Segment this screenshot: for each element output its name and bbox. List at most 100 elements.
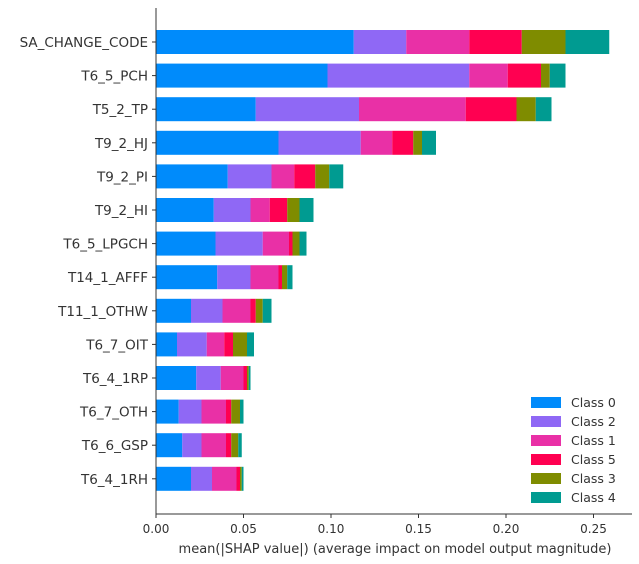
- feature-label: T6_7_OIT: [85, 337, 149, 353]
- legend: Class 0 Class 2 Class 1 Class 5 Class 3 Class…: [531, 395, 616, 505]
- legend-label: Class 3: [571, 471, 616, 486]
- bar-segment-class-5: [226, 433, 232, 458]
- feature-label: T11_1_OTHW: [57, 304, 148, 320]
- bar-segment-class-0: [156, 130, 279, 155]
- legend-label: Class 2: [571, 414, 616, 429]
- feature-label: T6_4_1RH: [80, 472, 148, 488]
- bar-segment-class-1: [359, 97, 466, 122]
- bar-segment-class-2: [217, 265, 251, 290]
- bar-segment-class-3: [516, 97, 536, 122]
- bar-segment-class-3: [541, 63, 550, 88]
- bar-segment-class-1: [262, 231, 289, 256]
- legend-label: Class 1: [571, 433, 616, 448]
- bar-segment-class-0: [156, 97, 256, 122]
- feature-label: T5_2_TP: [92, 102, 148, 118]
- bar-segment-class-4: [238, 433, 242, 458]
- legend-swatch: [531, 473, 561, 484]
- bar-segment-class-4: [247, 332, 254, 357]
- legend-swatch: [531, 454, 561, 465]
- feature-label: T6_5_PCH: [80, 69, 148, 85]
- x-tick-label: 0.15: [405, 522, 432, 536]
- bar-segment-class-4: [240, 399, 244, 424]
- x-tick-label: 0.00: [143, 522, 170, 536]
- bar-segment-class-0: [156, 399, 179, 424]
- bar-segment-class-2: [353, 30, 407, 54]
- bar-segment-class-4: [299, 231, 307, 256]
- x-tick-label: 0.10: [318, 522, 345, 536]
- bar-segment-class-4: [287, 265, 293, 290]
- bar-segment-class-1: [201, 399, 226, 424]
- bar-segment-class-0: [156, 466, 191, 491]
- bar-segment-class-5: [507, 63, 541, 88]
- legend-swatch: [531, 397, 561, 408]
- bar-segment-class-2: [227, 164, 272, 189]
- bar-segment-class-1: [469, 63, 508, 88]
- legend-swatch: [531, 435, 561, 446]
- bar-segment-class-3: [247, 366, 249, 390]
- bar-segment-class-1: [206, 332, 225, 357]
- bar-segment-class-4: [565, 30, 610, 54]
- bar-segment-class-2: [255, 97, 359, 122]
- feature-label: T9_2_HI: [94, 203, 148, 219]
- bar-segment-class-4: [299, 198, 314, 222]
- bar-segment-class-0: [156, 265, 218, 290]
- bar-segment-class-0: [156, 63, 328, 88]
- bar-segment-class-4: [422, 130, 436, 155]
- bar-segment-class-2: [278, 130, 361, 155]
- bar-segment-class-2: [178, 399, 202, 424]
- bar-segment-class-5: [226, 399, 232, 424]
- feature-labels-group: SA_CHANGE_CODE T6_5_PCH T5_2_TP T9_2_HJ T9_2…: [20, 35, 149, 488]
- feature-label: T6_7_OTH: [79, 405, 148, 421]
- x-tick-label: 0.25: [580, 522, 607, 536]
- bar-segment-class-5: [469, 30, 522, 54]
- bar-segment-class-1: [222, 298, 251, 323]
- bar-segment-class-3: [315, 164, 330, 189]
- bar-segment-class-5: [269, 198, 288, 222]
- bar-segment-class-5: [250, 298, 256, 323]
- x-tick-label: 0.20: [493, 522, 520, 536]
- bar-segment-class-1: [212, 466, 237, 491]
- bar-segment-class-2: [191, 466, 212, 491]
- bar-segment-class-5: [224, 332, 233, 357]
- bar-segment-class-4: [262, 298, 272, 323]
- bar-segment-class-4: [241, 466, 244, 491]
- feature-label: T6_5_LPGCH: [62, 237, 148, 253]
- axes-group: 0.00 0.05 0.10 0.15 0.20 0.25: [143, 8, 632, 536]
- feature-label: SA_CHANGE_CODE: [20, 35, 148, 51]
- bar-segment-class-0: [156, 433, 183, 458]
- bar-segment-class-4: [535, 97, 552, 122]
- bar-segment-class-3: [231, 433, 239, 458]
- legend-label: Class 4: [571, 490, 616, 505]
- bar-segment-class-0: [156, 298, 191, 323]
- bar-segment-class-3: [282, 265, 288, 290]
- bar-segment-class-4: [549, 63, 566, 88]
- bar-segment-class-0: [156, 332, 177, 357]
- bar-segment-class-1: [220, 366, 244, 390]
- bar-segment-class-3: [413, 130, 422, 155]
- bar-segment-class-3: [521, 30, 566, 54]
- bar-segment-class-2: [213, 198, 251, 222]
- bar-segment-class-5: [465, 97, 517, 122]
- bar-segment-class-1: [201, 433, 226, 458]
- bar-segment-class-3: [240, 466, 242, 491]
- bar-segment-class-3: [233, 332, 247, 357]
- bar-segment-class-5: [289, 231, 293, 256]
- feature-label: T6_6_GSP: [81, 438, 148, 454]
- bar-segment-class-0: [156, 30, 354, 54]
- bar-segment-class-0: [156, 198, 214, 222]
- legend-label: Class 0: [571, 395, 616, 410]
- bar-segment-class-5: [294, 164, 316, 189]
- bar-segment-class-0: [156, 164, 228, 189]
- bar-segment-class-1: [360, 130, 393, 155]
- bar-segment-class-5: [392, 130, 414, 155]
- bar-segment-class-4: [329, 164, 344, 189]
- bar-segment-class-1: [406, 30, 470, 54]
- bar-segment-class-5: [236, 466, 240, 491]
- bar-segment-class-2: [215, 231, 263, 256]
- bar-segment-class-0: [156, 366, 197, 390]
- feature-label: T6_4_1RP: [82, 371, 148, 387]
- feature-label: T14_1_AFFF: [67, 270, 148, 286]
- bar-segment-class-3: [287, 198, 300, 222]
- x-axis-title: mean(|SHAP value|) (average impact on mo…: [179, 542, 612, 557]
